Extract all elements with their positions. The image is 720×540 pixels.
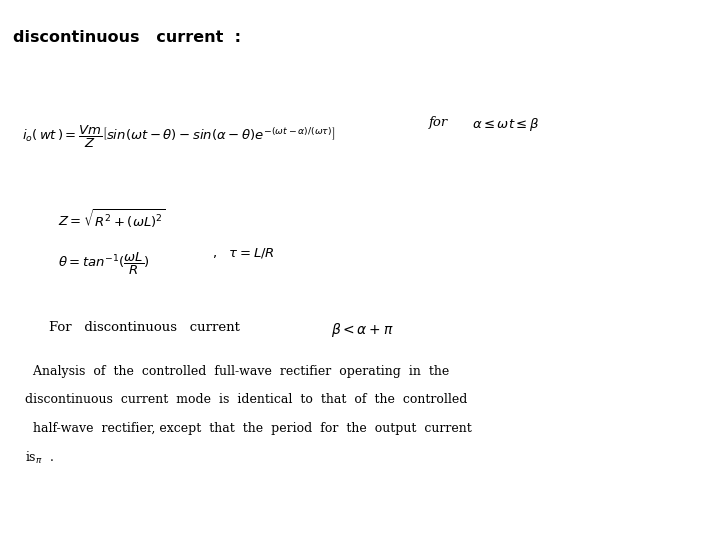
Text: Analysis  of  the  controlled  full-wave  rectifier  operating  in  the: Analysis of the controlled full-wave rec… (25, 364, 449, 377)
Text: For   discontinuous   current: For discontinuous current (49, 321, 240, 334)
Text: ,   $\tau = L/R$: , $\tau = L/R$ (212, 246, 275, 260)
Text: $\theta = tan^{-1}(\dfrac{\omega L}{R})$: $\theta = tan^{-1}(\dfrac{\omega L}{R})$ (58, 251, 150, 277)
Text: discontinuous   current  :: discontinuous current : (13, 30, 241, 45)
Text: for: for (428, 116, 448, 129)
Text: is$_{\pi}$  .: is$_{\pi}$ . (25, 450, 54, 467)
Text: $\beta < \alpha + \pi$: $\beta < \alpha + \pi$ (331, 321, 394, 339)
Text: $Z = \sqrt{R^2 + (\omega L)^2}$: $Z = \sqrt{R^2 + (\omega L)^2}$ (58, 208, 166, 230)
Text: half-wave  rectifier, except  that  the  period  for  the  output  current: half-wave rectifier, except that the per… (25, 422, 472, 435)
Text: $i_o(\, wt\,) = \dfrac{Vm}{Z}\left[sin(\omega t - \theta) - sin(\alpha - \theta): $i_o(\, wt\,) = \dfrac{Vm}{Z}\left[sin(\… (22, 124, 335, 150)
Text: $\alpha \leq \omega t \leq \beta$: $\alpha \leq \omega t \leq \beta$ (472, 116, 539, 133)
Text: discontinuous  current  mode  is  identical  to  that  of  the  controlled: discontinuous current mode is identical … (25, 393, 467, 406)
